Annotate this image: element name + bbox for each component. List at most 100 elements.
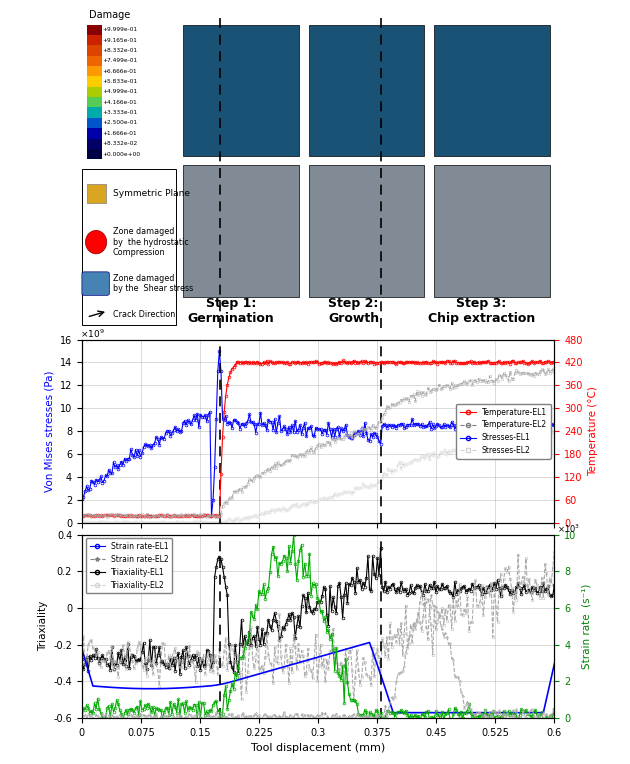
- Text: +0.000e+00: +0.000e+00: [103, 151, 141, 157]
- Triaxiality-EL2: [359, 653, 367, 662]
- Strain rate-EL1: [479, 713, 487, 722]
- Strain rate-EL1: [80, 704, 88, 713]
- Line: Stresses-EL2: Stresses-EL2: [81, 429, 556, 524]
- Bar: [87, 108, 101, 118]
- Bar: [434, 166, 549, 297]
- Stresses-EL2: [508, 433, 515, 442]
- Bar: [87, 66, 101, 76]
- Line: Stresses-EL1: Stresses-EL1: [81, 350, 556, 517]
- Line: Triaxiality-EL2: Triaxiality-EL2: [81, 550, 556, 701]
- Stresses-EL2: [525, 426, 533, 435]
- Strain rate-EL1: [510, 711, 517, 720]
- Text: Crack Direction: Crack Direction: [113, 309, 175, 319]
- Triaxiality-EL2: [508, 584, 515, 593]
- Y-axis label: Strain rate  (s⁻¹): Strain rate (s⁻¹): [582, 584, 592, 669]
- Bar: [87, 128, 101, 138]
- Strain rate-EL2: [78, 711, 86, 720]
- Temperature-EL1: [363, 358, 370, 367]
- Strain rate-EL2: [418, 588, 425, 597]
- Temperature-EL2: [80, 510, 88, 520]
- Strain rate-EL1: [448, 721, 455, 730]
- Temperature-EL2: [478, 376, 486, 385]
- Temperature-EL1: [361, 357, 369, 366]
- Triaxiality-EL2: [80, 631, 88, 640]
- Bar: [87, 97, 101, 108]
- FancyBboxPatch shape: [82, 272, 110, 296]
- Stresses-EL1: [78, 494, 86, 503]
- Line: Strain rate-EL1: Strain rate-EL1: [81, 534, 556, 727]
- FancyBboxPatch shape: [82, 169, 176, 325]
- Text: Damage: Damage: [89, 11, 130, 21]
- Stresses-EL2: [478, 439, 486, 448]
- Temperature-EL2: [361, 424, 369, 433]
- Temperature-EL1: [339, 356, 346, 365]
- Triaxiality-EL1: [78, 654, 86, 663]
- Temperature-EL2: [538, 364, 546, 374]
- Text: +4.999e-01: +4.999e-01: [103, 89, 138, 95]
- Triaxiality-EL1: [80, 665, 88, 674]
- Triaxiality-EL2: [478, 581, 486, 590]
- Stresses-EL1: [208, 511, 215, 520]
- Stresses-EL1: [215, 346, 223, 355]
- Bar: [87, 118, 101, 128]
- X-axis label: Tool displacement (mm): Tool displacement (mm): [251, 743, 386, 753]
- Ellipse shape: [86, 231, 106, 254]
- Stresses-EL2: [80, 518, 88, 527]
- Strain rate-EL2: [367, 712, 375, 721]
- Strain rate-EL2: [551, 706, 558, 715]
- Stresses-EL1: [80, 492, 88, 501]
- Temperature-EL2: [78, 510, 86, 520]
- Bar: [87, 138, 101, 149]
- Bar: [87, 45, 101, 56]
- Temperature-EL1: [151, 511, 158, 520]
- Triaxiality-EL2: [361, 658, 369, 667]
- Strain rate-EL2: [479, 718, 487, 727]
- Text: +5.833e-01: +5.833e-01: [103, 79, 138, 84]
- Stresses-EL2: [369, 481, 377, 490]
- Text: Zone damaged
by the  Shear stress: Zone damaged by the Shear stress: [113, 274, 193, 293]
- Text: Zone damaged
by  the hydrostatic
Compression: Zone damaged by the hydrostatic Compress…: [113, 227, 188, 257]
- Triaxiality-EL1: [479, 584, 487, 593]
- Triaxiality-EL1: [510, 588, 517, 597]
- Stresses-EL2: [359, 480, 367, 489]
- Temperature-EL1: [510, 357, 517, 366]
- Bar: [183, 166, 299, 297]
- Stresses-EL1: [551, 420, 558, 429]
- Text: Symmetric Plane: Symmetric Plane: [113, 189, 190, 198]
- Text: +3.333e-01: +3.333e-01: [103, 110, 138, 115]
- Temperature-EL1: [80, 511, 88, 520]
- Line: Triaxiality-EL1: Triaxiality-EL1: [81, 546, 556, 675]
- Text: +8.332e-01: +8.332e-01: [103, 48, 138, 53]
- Bar: [183, 24, 299, 156]
- Text: +6.666e-01: +6.666e-01: [103, 69, 137, 74]
- Temperature-EL2: [551, 367, 558, 377]
- Temperature-EL2: [215, 513, 223, 522]
- Bar: [87, 76, 101, 87]
- Temperature-EL1: [551, 357, 558, 366]
- Bar: [87, 184, 106, 203]
- Triaxiality-EL1: [361, 582, 369, 591]
- Text: Step 3:
Chip extraction: Step 3: Chip extraction: [428, 297, 535, 325]
- Strain rate-EL1: [551, 704, 558, 714]
- Temperature-EL1: [479, 358, 487, 367]
- Y-axis label: Von Mises stresses (Pa): Von Mises stresses (Pa): [44, 371, 54, 492]
- Text: +2.500e-01: +2.500e-01: [103, 121, 138, 125]
- Text: +8.332e-02: +8.332e-02: [103, 141, 138, 146]
- Triaxiality-EL1: [551, 581, 558, 590]
- Temperature-EL2: [508, 374, 515, 383]
- Triaxiality-EL2: [369, 643, 377, 652]
- Triaxiality-EL2: [78, 660, 86, 669]
- Stresses-EL1: [363, 428, 370, 437]
- Stresses-EL2: [551, 426, 558, 435]
- Legend: Temperature-EL1, Temperature-EL2, Stresses-EL1, Stresses-EL2: Temperature-EL1, Temperature-EL2, Stress…: [456, 404, 551, 459]
- Line: Strain rate-EL2: Strain rate-EL2: [81, 591, 556, 725]
- Text: $\times 10^9$: $\times 10^9$: [79, 327, 104, 340]
- Triaxiality-EL2: [350, 696, 357, 705]
- Bar: [434, 24, 549, 156]
- Strain rate-EL1: [361, 706, 369, 715]
- Bar: [87, 24, 101, 35]
- Triaxiality-EL1: [377, 543, 384, 552]
- Bar: [309, 24, 425, 156]
- Bar: [87, 56, 101, 66]
- Bar: [87, 35, 101, 45]
